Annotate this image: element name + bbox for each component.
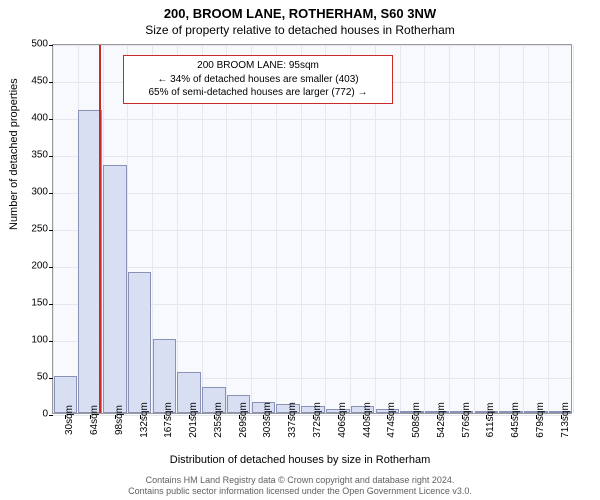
annotation-line: 65% of semi-detached houses are larger (… — [130, 86, 386, 100]
x-tick-label: 167sqm — [163, 402, 174, 438]
annotation-line: 200 BROOM LANE: 95sqm — [130, 59, 386, 73]
y-tick-label: 350 — [18, 150, 48, 161]
y-tick-label: 100 — [18, 335, 48, 346]
chart-address-title: 200, BROOM LANE, ROTHERHAM, S60 3NW — [0, 6, 600, 21]
x-tick-label: 269sqm — [238, 402, 249, 438]
reference-line — [99, 45, 101, 413]
x-tick-label: 440sqm — [362, 402, 373, 438]
plot-area: 200 BROOM LANE: 95sqm← 34% of detached h… — [52, 44, 572, 414]
gridline-h — [53, 119, 571, 120]
chart-subtitle: Size of property relative to detached ho… — [0, 23, 600, 37]
gridline-h — [53, 267, 571, 268]
annotation-line: ← 34% of detached houses are smaller (40… — [130, 73, 386, 87]
y-tick-label: 200 — [18, 261, 48, 272]
y-tick-label: 0 — [18, 409, 48, 420]
y-tick-label: 50 — [18, 372, 48, 383]
gridline-h — [53, 193, 571, 194]
chart-area: 200 BROOM LANE: 95sqm← 34% of detached h… — [52, 44, 572, 430]
x-axis-label: Distribution of detached houses by size … — [0, 454, 600, 466]
x-tick-label: 508sqm — [411, 402, 422, 438]
y-tick-label: 500 — [18, 39, 48, 50]
x-tick-label: 98sqm — [114, 405, 125, 435]
x-tick-label: 201sqm — [188, 402, 199, 438]
gridline-h — [53, 45, 571, 46]
annotation-box: 200 BROOM LANE: 95sqm← 34% of detached h… — [123, 55, 393, 104]
x-tick-label: 679sqm — [535, 402, 546, 438]
gridline-v — [499, 45, 500, 413]
x-tick-label: 303sqm — [262, 402, 273, 438]
gridline-v — [53, 45, 54, 413]
x-tick-label: 235sqm — [213, 402, 224, 438]
x-tick-label: 337sqm — [287, 402, 298, 438]
y-tick-label: 300 — [18, 187, 48, 198]
footer-line-1: Contains HM Land Registry data © Crown c… — [0, 475, 600, 487]
gridline-v — [573, 45, 574, 413]
x-tick-label: 372sqm — [312, 402, 323, 438]
x-tick-label: 406sqm — [337, 402, 348, 438]
gridline-v — [474, 45, 475, 413]
gridline-v — [424, 45, 425, 413]
gridline-h — [53, 156, 571, 157]
y-tick-label: 450 — [18, 76, 48, 87]
x-tick-label: 30sqm — [64, 405, 75, 435]
x-tick-label: 611sqm — [485, 403, 496, 438]
x-tick-label: 542sqm — [436, 402, 447, 438]
y-tick-mark — [49, 415, 53, 416]
x-tick-label: 645sqm — [510, 402, 521, 438]
histogram-bar — [128, 272, 152, 413]
gridline-h — [53, 230, 571, 231]
footer-attribution: Contains HM Land Registry data © Crown c… — [0, 475, 600, 498]
x-tick-label: 64sqm — [89, 405, 100, 435]
x-tick-label: 474sqm — [386, 402, 397, 438]
y-tick-label: 400 — [18, 113, 48, 124]
x-tick-label: 713sqm — [560, 402, 571, 438]
x-tick-label: 132sqm — [139, 402, 150, 438]
gridline-v — [449, 45, 450, 413]
histogram-bar — [103, 165, 127, 413]
gridline-v — [523, 45, 524, 413]
gridline-v — [400, 45, 401, 413]
footer-line-2: Contains public sector information licen… — [0, 486, 600, 498]
y-tick-label: 250 — [18, 224, 48, 235]
y-tick-label: 150 — [18, 298, 48, 309]
gridline-v — [548, 45, 549, 413]
x-tick-label: 576sqm — [461, 402, 472, 438]
